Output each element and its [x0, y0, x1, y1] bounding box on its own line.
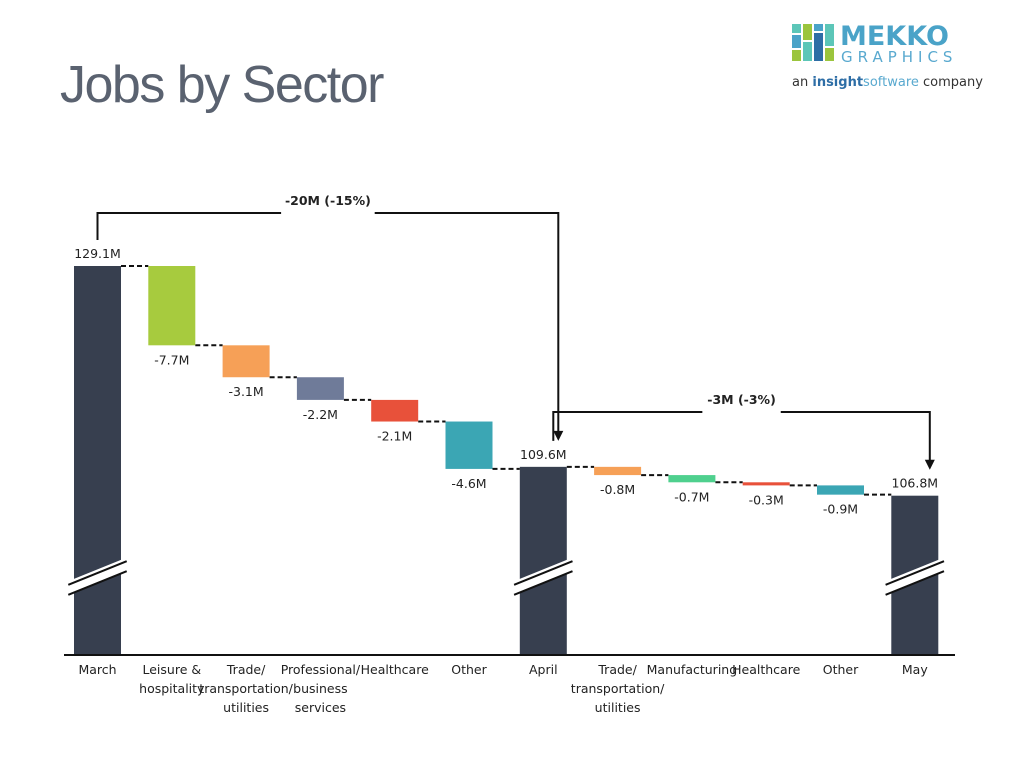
bar-total: [74, 266, 121, 655]
page-title: Jobs by Sector: [60, 56, 384, 114]
data-label: 129.1M: [74, 246, 121, 261]
bar-delta: [668, 475, 716, 483]
category-label: March: [78, 662, 116, 677]
bar-delta: [742, 482, 790, 486]
logo-subtitle: GRAPHICS: [841, 48, 957, 66]
data-label: 106.8M: [892, 476, 939, 491]
category-label: April: [529, 662, 558, 677]
bar-delta: [445, 421, 493, 469]
category-label: Healthcare: [732, 662, 800, 677]
category-label: Manufacturing: [647, 662, 738, 677]
axis-break-line: [885, 570, 945, 596]
logo-mark-icon: [792, 24, 834, 61]
arrow-head-icon: [553, 430, 564, 441]
category-label: Other: [823, 662, 859, 677]
data-label: -0.8M: [600, 482, 635, 497]
category-label: utilities: [223, 700, 269, 715]
bar-delta: [371, 399, 419, 422]
data-label: -3.1M: [229, 384, 264, 399]
category-label: Healthcare: [361, 662, 429, 677]
data-label: -0.9M: [823, 502, 858, 517]
bar-delta: [817, 485, 864, 495]
bar-delta: [148, 266, 196, 346]
data-label: -4.6M: [451, 476, 486, 491]
category-label: services: [295, 700, 346, 715]
axis-break-line: [67, 570, 128, 596]
category-label: Trade/: [597, 662, 637, 677]
annotation-label: -20M (-15%): [285, 193, 371, 208]
bar-total: [519, 466, 567, 655]
annotation-label: -3M (-3%): [707, 392, 776, 407]
bar-delta: [296, 377, 344, 400]
category-label: business: [293, 681, 347, 696]
category-label: Leisure &: [142, 662, 201, 677]
category-label: transportation/: [199, 681, 293, 696]
category-label: hospitality: [139, 681, 205, 696]
arrow-head-icon: [924, 459, 935, 470]
category-label: May: [902, 662, 928, 677]
category-label: transportation/: [571, 681, 665, 696]
axis-break-line: [67, 560, 128, 586]
data-label: -7.7M: [154, 352, 189, 367]
bar-delta: [222, 345, 270, 378]
data-label: -2.1M: [377, 429, 412, 444]
logo-tagline: an insightsoftware company: [792, 75, 983, 90]
data-label: -0.7M: [674, 489, 709, 504]
category-label: Trade/: [226, 662, 266, 677]
data-label: 109.6M: [520, 447, 567, 462]
annotation-bg: [281, 202, 375, 222]
company-logo: MEKKO GRAPHICS an insightsoftware compan…: [792, 21, 983, 90]
axis-break-line: [513, 560, 573, 586]
annotation-bg: [702, 401, 781, 421]
axis-break-line: [513, 570, 573, 596]
category-label: Professional/: [281, 662, 361, 677]
category-label: Other: [451, 662, 487, 677]
logo-name: MEKKO: [840, 21, 949, 52]
bar-delta: [594, 466, 642, 476]
data-label: -2.2M: [303, 407, 338, 422]
axis-break-line: [885, 560, 945, 586]
category-label: utilities: [595, 700, 641, 715]
data-label: -0.3M: [749, 492, 784, 507]
